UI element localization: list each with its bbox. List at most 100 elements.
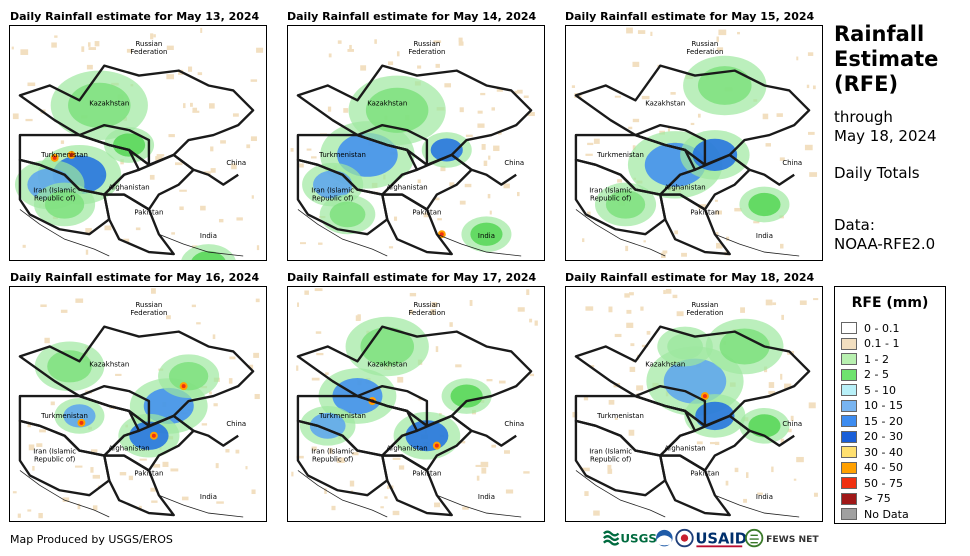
- rain-speckle: [409, 309, 414, 315]
- rain-speckle: [768, 390, 776, 395]
- coastline: [19, 209, 110, 257]
- rain-speckle: [437, 218, 442, 221]
- rain-speckle: [388, 61, 394, 66]
- country-border: [78, 384, 151, 428]
- country-label-china: China: [782, 420, 802, 428]
- map-panel-may16: Russian Federation Kazakhstan Turkmenistan C…: [9, 286, 267, 522]
- country-label-iran_2: Republic of): [590, 195, 632, 203]
- rain-speckle: [449, 182, 455, 187]
- country-border: [574, 419, 667, 497]
- rain-speckle: [251, 489, 256, 495]
- rain-speckle: [357, 314, 361, 320]
- rain-speckle: [251, 195, 254, 199]
- rain-speckle: [665, 288, 672, 294]
- rain-speckle: [343, 108, 349, 113]
- legend-swatch: [841, 415, 857, 427]
- legend-item: 10 - 15: [841, 399, 903, 413]
- rain-speckle: [94, 41, 100, 47]
- rain-speckle: [166, 315, 171, 320]
- rain-speckle: [640, 306, 644, 311]
- rain-speckle: [768, 382, 775, 388]
- rain-speckle: [28, 444, 35, 451]
- rain-speckle: [315, 331, 322, 334]
- rain-speckle: [625, 245, 629, 252]
- country-border: [381, 454, 453, 517]
- rain-speckle: [790, 415, 794, 421]
- rain-speckle: [296, 455, 304, 459]
- rain-speckle: [493, 145, 500, 152]
- legend-item: 5 - 10: [841, 383, 896, 397]
- rain-speckle: [497, 131, 502, 135]
- coastline: [436, 233, 522, 257]
- legend-title: RFE (mm): [851, 295, 929, 311]
- rain-speckle: [737, 31, 740, 35]
- rain-speckle: [808, 131, 815, 135]
- rain-speckle: [388, 246, 394, 249]
- legend-label: 20 - 30: [864, 430, 903, 443]
- rain-speckle: [254, 393, 260, 400]
- heavy-rain-spot: [181, 384, 186, 389]
- rain-speckle: [328, 53, 332, 58]
- rain-speckle: [697, 113, 701, 118]
- legend-swatch: [841, 322, 857, 334]
- rain-speckle: [607, 464, 612, 470]
- rain-speckle: [179, 206, 184, 211]
- rain-speckle: [75, 298, 84, 303]
- country-label-russia_2: Federation: [408, 309, 445, 317]
- rain-speckle: [779, 157, 785, 161]
- main-title-line2: Estimate: [834, 47, 939, 71]
- rain-speckle: [459, 200, 466, 205]
- rain-area: [168, 362, 209, 391]
- rain-speckle: [210, 146, 214, 152]
- main-title-line1: Rainfall: [834, 22, 925, 46]
- map-panel-may13: Russian Federation Kazakhstan Turkmenistan C…: [9, 25, 267, 261]
- country-border: [173, 414, 239, 447]
- rain-speckle: [328, 447, 333, 454]
- country-label-iran_1: Iran (Islamic: [33, 187, 76, 195]
- country-border: [18, 419, 111, 497]
- rain-speckle: [192, 107, 198, 113]
- rain-speckle: [505, 489, 514, 494]
- rain-speckle: [808, 402, 816, 409]
- rain-speckle: [503, 183, 510, 189]
- rain-speckle: [138, 505, 142, 510]
- rain-speckle: [483, 160, 488, 167]
- rain-speckle: [781, 314, 784, 320]
- rain-speckle: [128, 475, 134, 481]
- legend-swatch: [841, 508, 857, 520]
- coastline: [575, 470, 666, 518]
- country-label-pakistan: Pakistan: [690, 208, 719, 216]
- country-label-iran_2: Republic of): [312, 195, 354, 203]
- rain-speckle: [498, 380, 506, 384]
- rain-speckle: [593, 138, 600, 144]
- rain-speckle: [716, 47, 724, 51]
- rain-speckle: [349, 480, 355, 487]
- rain-speckle: [455, 364, 462, 368]
- rain-speckle: [632, 118, 640, 123]
- rain-speckle: [218, 218, 224, 223]
- rain-speckle: [676, 311, 684, 317]
- rain-speckle: [32, 465, 35, 471]
- rain-speckle: [481, 143, 486, 150]
- rain-area: [667, 333, 703, 360]
- main-title-line3: (RFE): [834, 72, 899, 96]
- rain-speckle: [585, 306, 594, 311]
- coastline: [19, 470, 110, 518]
- country-label-pakistan: Pakistan: [690, 469, 719, 477]
- rain-speckle: [85, 249, 89, 255]
- rain-speckle: [150, 288, 156, 294]
- legend-swatch: [841, 368, 857, 381]
- country-label-india: India: [478, 232, 495, 240]
- country-border: [659, 454, 731, 517]
- country-border: [634, 384, 707, 428]
- country-border: [574, 158, 667, 236]
- legend-swatch: [841, 446, 857, 458]
- legend-item: 40 - 50: [841, 461, 903, 475]
- rain-speckle: [458, 37, 463, 42]
- heavy-rain-spot: [702, 394, 707, 399]
- country-label-kazakhstan: Kazakhstan: [645, 99, 685, 107]
- rain-area: [365, 87, 429, 133]
- rain-speckle: [517, 191, 520, 197]
- rain-speckle: [306, 148, 312, 151]
- country-label-russia_2: Federation: [686, 309, 723, 317]
